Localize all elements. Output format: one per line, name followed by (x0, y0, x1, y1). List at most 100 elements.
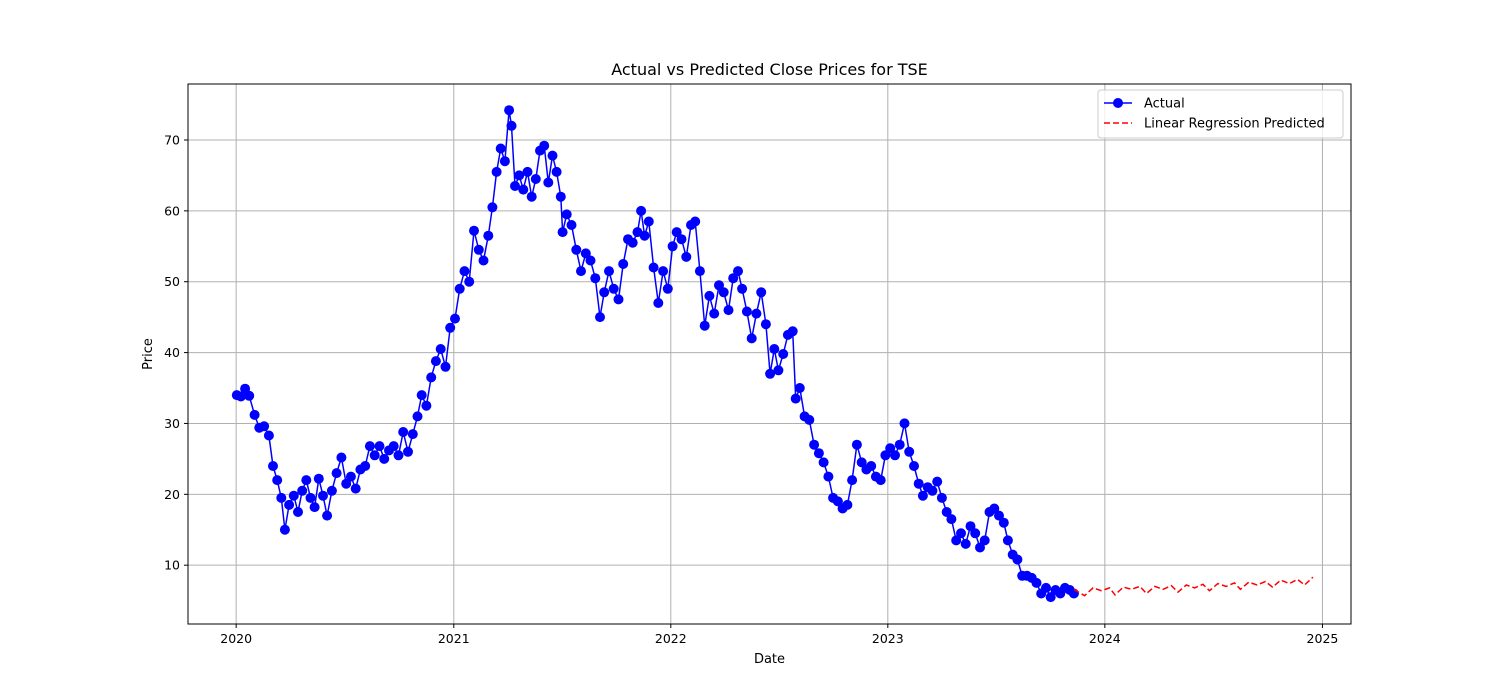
actual-data-point (965, 521, 976, 532)
actual-data-point (504, 105, 515, 116)
ticks: 2020 2021 2022 2023 2024 2025 10 20 30 40 50 60 70 (164, 132, 1338, 646)
actual-data-point (653, 298, 664, 308)
chart-title: Actual vs Predicted Close Prices for TSE (611, 60, 928, 79)
legend-actual-marker (1113, 98, 1123, 108)
actual-data-point (875, 475, 886, 486)
actual-data-point (760, 319, 771, 330)
actual-data-point (313, 473, 324, 484)
actual-data-point (778, 349, 789, 359)
actual-data-point (847, 475, 858, 486)
actual-data-point (491, 166, 502, 177)
actual-data-point (913, 478, 924, 489)
actual-data-point (318, 490, 328, 501)
actual-data-point (714, 280, 724, 291)
actual-data-point (297, 485, 308, 496)
actual-data-point (818, 457, 829, 468)
actual-data-point (379, 453, 390, 464)
actual-data-point (994, 510, 1004, 521)
actual-data-point (483, 230, 494, 241)
actual-data-point (543, 177, 554, 188)
actual-data-point (293, 507, 303, 517)
actual-data-point (522, 166, 533, 177)
x-axis-label: Date (754, 652, 785, 667)
actual-data-point (336, 452, 347, 463)
actual-data-point (478, 255, 489, 266)
actual-data-point (403, 446, 413, 457)
actual-data-point (613, 294, 624, 305)
actual-data-point (369, 450, 380, 461)
actual-data-point (421, 400, 432, 411)
actual-data-point (794, 383, 805, 393)
actual-data-point (636, 205, 647, 216)
actual-data-point (506, 120, 517, 131)
actual-data-point (960, 538, 971, 549)
actual-data-point (398, 427, 409, 437)
actual-data-point (309, 502, 320, 513)
actual-data-point (547, 150, 558, 161)
actual-data-point (580, 248, 591, 259)
actual-data-point (599, 287, 610, 298)
actual-data-point (917, 490, 928, 501)
actual-data-point (374, 441, 385, 452)
actual-data-point (279, 524, 290, 535)
actual-data-point (813, 448, 824, 459)
actual-data-point (676, 234, 687, 245)
x-tick-label: 2021 (438, 631, 470, 646)
actual-data-point (360, 461, 371, 471)
actual-data-point (268, 461, 278, 471)
actual-data-point (694, 266, 705, 277)
actual-data-point (773, 365, 784, 376)
actual-data-point (1012, 554, 1023, 565)
actual-data-point (809, 439, 820, 450)
actual-data-point (723, 305, 734, 316)
x-tick-label: 2023 (872, 631, 904, 646)
actual-data-point (322, 510, 333, 521)
y-tick-label: 70 (164, 132, 180, 147)
actual-data-point (890, 450, 900, 461)
actual-data-point (699, 320, 710, 331)
actual-data-point (823, 471, 834, 482)
actual-data-point (946, 514, 957, 525)
actual-data-point (741, 306, 752, 317)
actual-data-point (1045, 592, 1056, 603)
actual-data-point (331, 468, 342, 479)
actual-data-point (787, 326, 798, 337)
actual-data-point (643, 216, 654, 227)
actual-data-point (412, 411, 423, 422)
actual-data-point (989, 503, 1000, 514)
y-tick-label: 50 (164, 274, 180, 289)
actual-data-point (518, 184, 529, 195)
actual-data-point (259, 421, 270, 432)
actual-data-point (662, 283, 673, 294)
actual-data-point (301, 475, 312, 486)
actual-data-point (566, 220, 577, 230)
actual-data-point (667, 241, 678, 252)
actual-data-point (709, 308, 720, 319)
actual-data-point (885, 443, 896, 454)
actual-data-point (604, 266, 614, 277)
actual-data-point (510, 181, 520, 191)
actual-data-point (718, 287, 729, 298)
actual-data-point (576, 266, 586, 277)
y-tick-label: 60 (164, 203, 180, 218)
actual-data-point (618, 259, 629, 269)
actual-data-point (499, 156, 510, 167)
actual-data-point (263, 430, 274, 441)
actual-data-point (639, 230, 650, 241)
actual-data-point (856, 457, 867, 468)
actual-data-point (804, 414, 815, 425)
actual-data-point (551, 166, 562, 177)
actual-data-point (998, 517, 1009, 528)
actual-data-point (671, 227, 682, 238)
actual-data-point (469, 225, 479, 236)
actual-data-point (1031, 577, 1042, 588)
actual-data-point (487, 202, 498, 213)
actual-data-point (756, 287, 767, 298)
y-tick-label: 30 (164, 416, 180, 431)
actual-data-point (305, 492, 316, 503)
predicted-series-line (1073, 576, 1314, 597)
legend-actual-label: Actual (1144, 97, 1185, 112)
actual-data-point (440, 361, 451, 372)
actual-data-point (733, 266, 743, 277)
